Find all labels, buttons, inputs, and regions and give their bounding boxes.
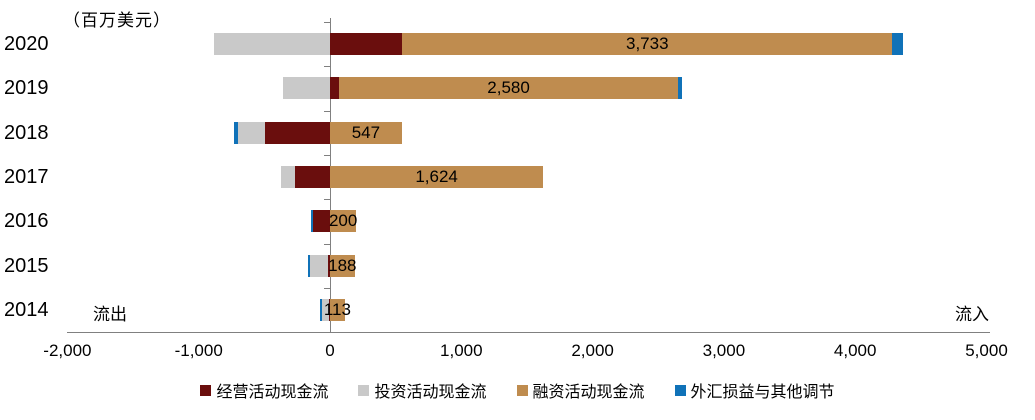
x-axis-line — [67, 332, 991, 333]
legend-swatch-icon — [516, 384, 528, 396]
bar-segment — [677, 77, 682, 100]
bar-segment — [310, 210, 313, 233]
bar-segment — [320, 298, 323, 321]
bar-value-label: 2,580 — [487, 78, 530, 98]
legend-label: 经营活动现金流 — [216, 384, 329, 401]
category-tick-mark — [324, 287, 330, 289]
category-tick-mark — [324, 332, 330, 334]
category-tick-mark — [324, 110, 330, 112]
category-label-2014: 2014 — [4, 298, 49, 321]
legend-swatch-icon — [358, 384, 370, 396]
unit-label: （百万美元） — [63, 11, 171, 30]
bar-segment — [328, 254, 330, 277]
bar-segment — [330, 77, 340, 100]
bar-segment — [308, 254, 311, 277]
x-axis-tick-label: 0 — [325, 341, 335, 360]
legend: 经营活动现金流 投资活动现金流 融资活动现金流 外汇损益与其他调节 — [0, 378, 1035, 402]
bar-segment — [402, 33, 893, 56]
x-axis-tick-label: 5,000 — [965, 341, 1008, 360]
x-axis-tick-label: 3,000 — [702, 341, 746, 360]
bar-segment — [238, 121, 265, 144]
outflow-label: 流出 — [93, 305, 127, 324]
category-label-2020: 2020 — [4, 33, 49, 56]
bar-segment — [892, 33, 903, 56]
bar-segment — [330, 298, 345, 321]
bar-segment — [283, 77, 330, 100]
x-axis-tick-label: 1,000 — [440, 341, 483, 360]
legend-swatch-icon — [674, 384, 686, 396]
category-label-2015: 2015 — [4, 254, 49, 277]
legend-label: 融资活动现金流 — [532, 384, 645, 401]
x-axis-tick-label: 2,000 — [571, 341, 614, 360]
legend-label: 投资活动现金流 — [374, 384, 487, 401]
bar-segment — [281, 166, 296, 189]
x-axis-tick-label: 4,000 — [833, 341, 877, 360]
bar-segment — [330, 210, 357, 233]
category-label-2016: 2016 — [4, 210, 49, 233]
x-axis-tick-label: -1,000 — [174, 341, 223, 360]
legend-swatch-icon — [200, 384, 212, 396]
bar-segment — [234, 121, 239, 144]
bar-value-label: 3,733 — [626, 34, 669, 54]
legend-item: 融资活动现金流 — [516, 378, 645, 402]
bar-value-label: 1,624 — [415, 167, 458, 187]
category-tick-mark — [324, 243, 330, 245]
bar-segment — [339, 77, 678, 100]
bar-segment — [330, 166, 544, 189]
bar-segment — [312, 210, 330, 233]
bar-segment — [328, 298, 331, 321]
legend-item: 经营活动现金流 — [200, 378, 328, 402]
category-label-2018: 2018 — [4, 121, 49, 144]
category-label-2017: 2017 — [4, 166, 49, 189]
category-tick-mark — [324, 66, 330, 68]
legend-item: 外汇损益与其他调节 — [674, 378, 835, 402]
x-axis-tick-label: -2,000 — [43, 341, 92, 360]
category-tick-mark — [324, 154, 330, 156]
bar-segment — [330, 121, 402, 144]
bar-segment — [214, 33, 330, 56]
bar-segment — [330, 254, 355, 277]
inflow-label: 流入 — [955, 305, 989, 324]
bar-value-label: 188 — [328, 255, 357, 275]
bar-value-label: 113 — [323, 299, 351, 319]
category-tick-mark — [324, 199, 330, 201]
legend-item: 投资活动现金流 — [358, 378, 487, 402]
bar-segment — [322, 298, 329, 321]
bar-value-label: 200 — [328, 211, 358, 231]
category-tick-mark — [324, 22, 330, 23]
bar-segment — [310, 254, 329, 277]
bar-value-label: 547 — [351, 122, 381, 142]
legend-label: 外汇损益与其他调节 — [690, 384, 835, 401]
bar-segment — [265, 121, 330, 144]
bar-segment — [330, 33, 403, 56]
category-label-2019: 2019 — [4, 77, 49, 100]
bar-segment — [295, 166, 330, 189]
